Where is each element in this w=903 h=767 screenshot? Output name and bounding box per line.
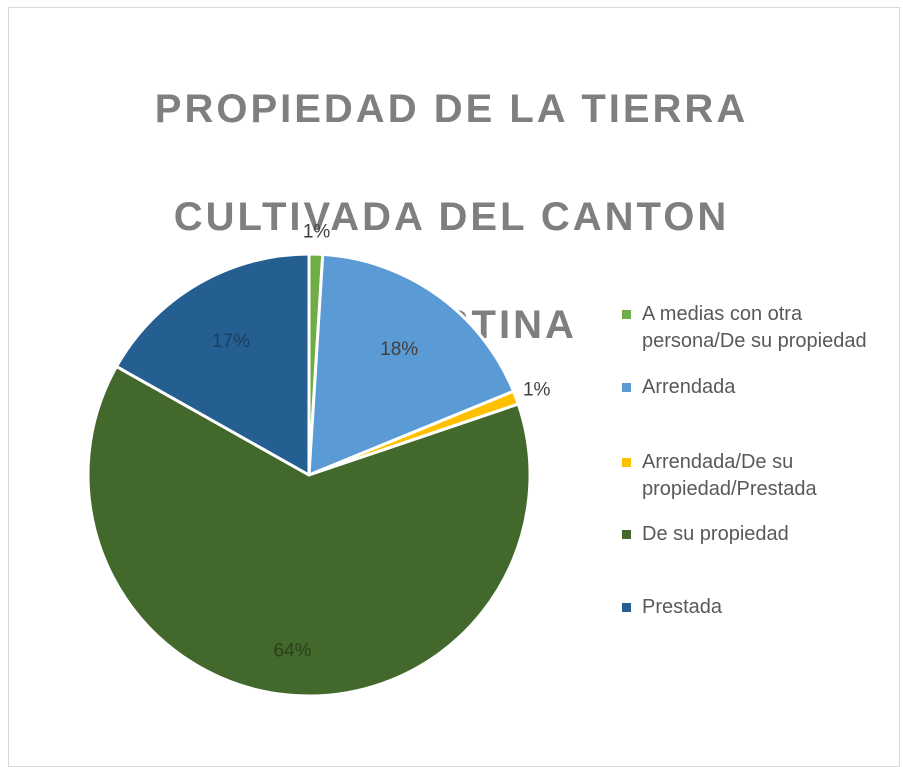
data-label-de-su-propiedad: 64% xyxy=(274,641,312,662)
data-label-arrendada-mixta: 1% xyxy=(523,379,551,400)
chart-title-line-1: PROPIEDAD DE LA TIERRA xyxy=(154,87,749,131)
data-label-arrendada: 18% xyxy=(380,339,418,360)
legend-label-de-su-propiedad: De su propiedad xyxy=(642,523,789,545)
pie-slice-de-su-propiedad xyxy=(86,364,532,698)
pie-slice-prestada xyxy=(114,252,311,477)
data-label-prestada: 17% xyxy=(212,331,250,352)
legend-swatch-de-su-propiedad xyxy=(622,530,631,539)
pie-slice-arrendada xyxy=(307,252,516,477)
legend-item-arrendada-mixta: Arrendada/De su propiedad/Prestada xyxy=(622,449,902,503)
legend-label-arrendada: Arrendada xyxy=(642,376,736,398)
data-label-a-medias: 1% xyxy=(303,222,331,243)
legend-item-a-medias: A medias con otra persona/De su propieda… xyxy=(622,301,902,355)
legend-item-arrendada: Arrendada xyxy=(622,374,902,401)
legend-item-de-su-propiedad: De su propiedad xyxy=(622,521,902,548)
legend-label-arrendada-mixta: Arrendada/De su propiedad/Prestada xyxy=(642,451,817,500)
legend-label-a-medias: A medias con otra persona/De su propieda… xyxy=(642,303,867,352)
legend-swatch-a-medias xyxy=(622,310,631,319)
legend-item-prestada: Prestada xyxy=(622,594,902,621)
legend-swatch-prestada xyxy=(622,603,631,612)
chart-title-line-2: CULTIVADA DEL CANTON xyxy=(173,195,730,239)
legend-swatch-arrendada xyxy=(622,383,631,392)
legend-label-prestada: Prestada xyxy=(642,596,723,618)
legend-swatch-arrendada-mixta xyxy=(622,458,631,467)
